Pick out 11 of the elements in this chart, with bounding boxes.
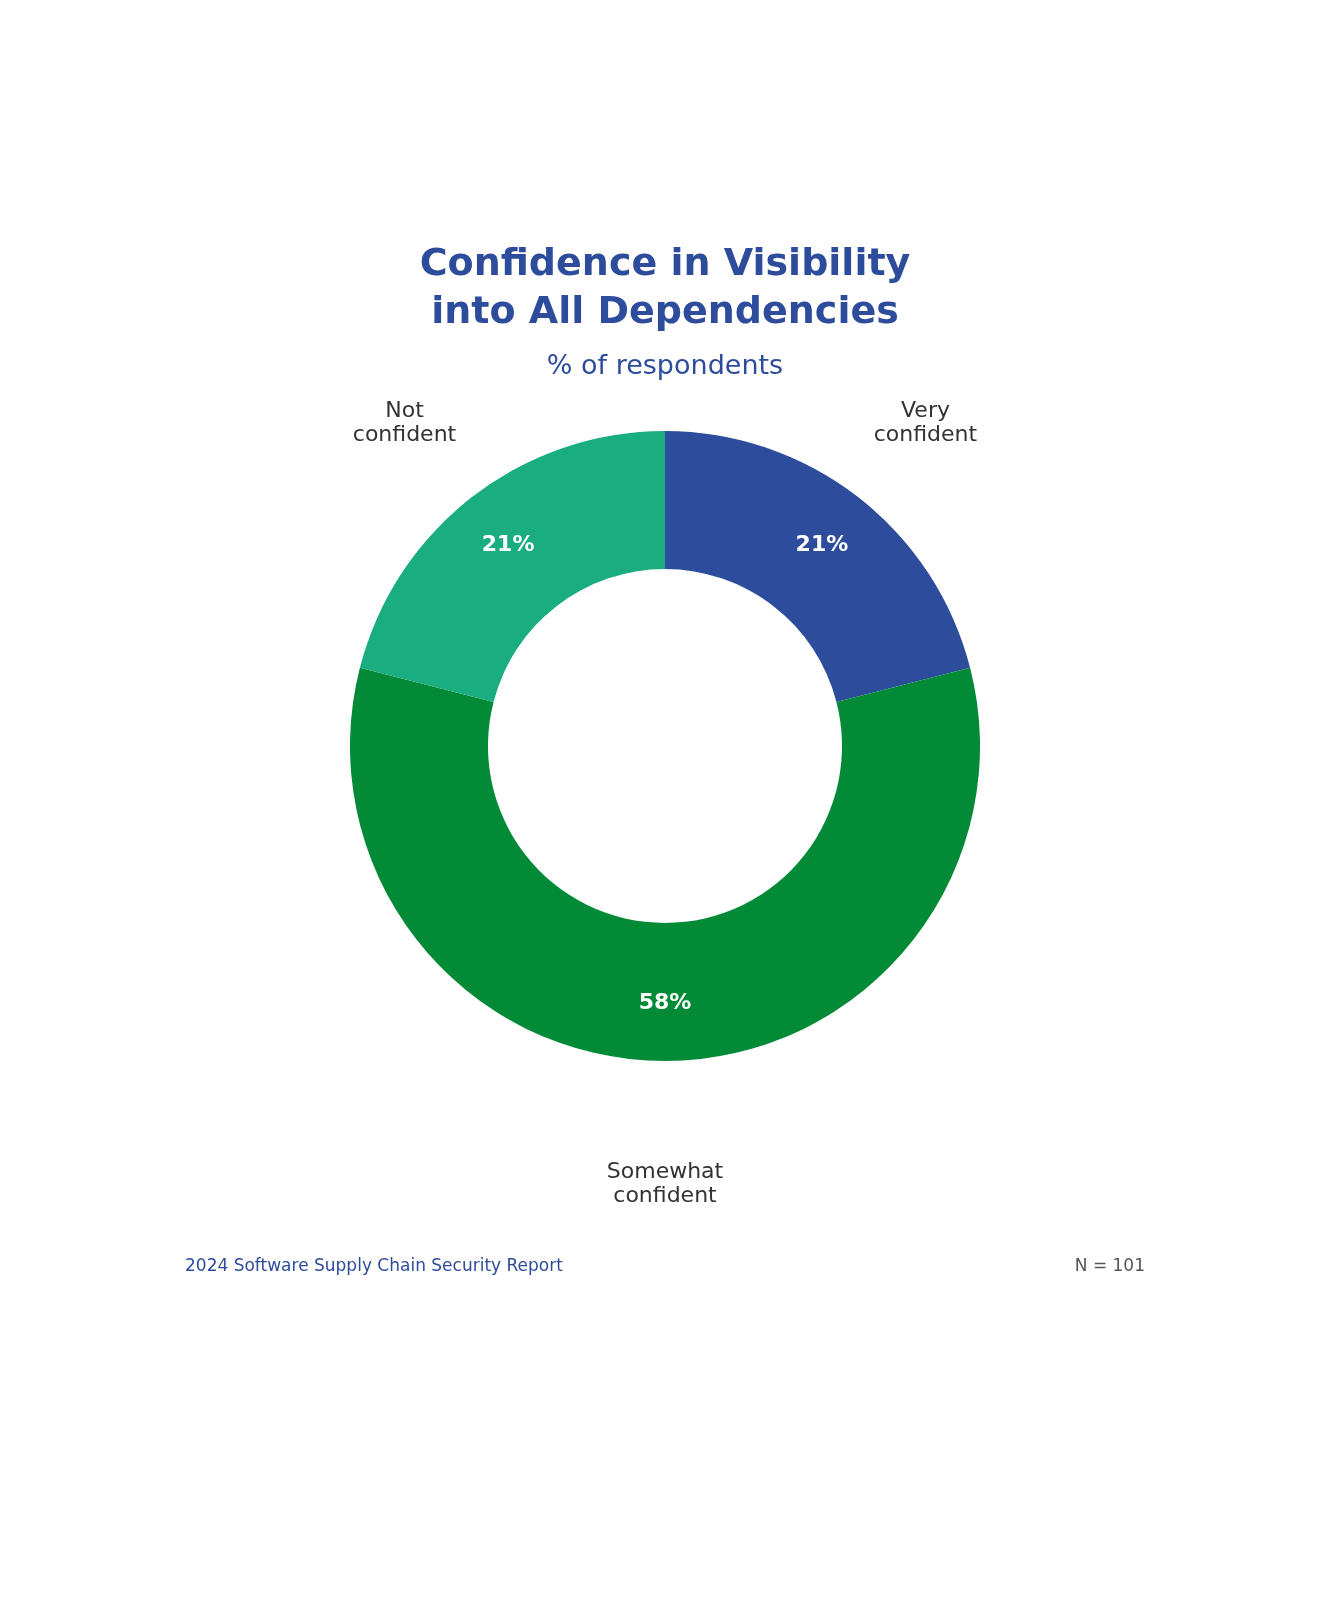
text: N = 101 <box>1074 1255 1145 1275</box>
donut-slice <box>350 667 980 1061</box>
chart-subtitle: % of respondents <box>546 349 784 381</box>
slice-label: Not confident <box>352 397 457 447</box>
data-label: 21% <box>481 530 535 556</box>
data-label: 21% <box>795 530 849 556</box>
chart-title: Confidence in Visibility into All Dependencies <box>419 240 911 333</box>
slice-label: Very confident <box>873 397 978 447</box>
text: 2024 Software Supply Chain Security Report <box>185 1255 564 1275</box>
data-label: 58% <box>638 989 692 1014</box>
slice-label: Somewhat confident <box>606 1158 724 1207</box>
